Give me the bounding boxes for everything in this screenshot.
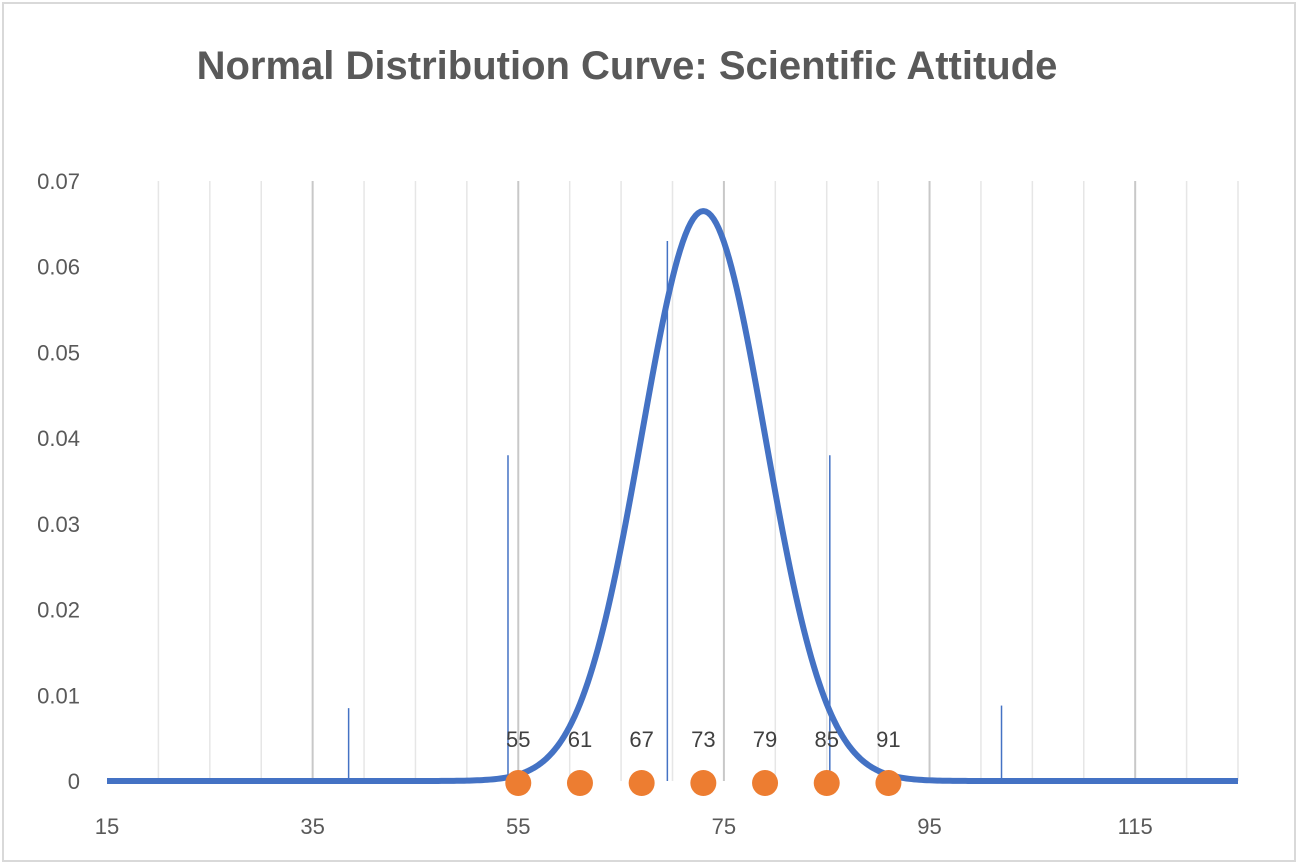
y-tick-label: 0 (68, 769, 80, 794)
x-tick-label: 75 (712, 814, 736, 839)
x-tick-label: 95 (917, 814, 941, 839)
y-tick-label: 0.02 (37, 598, 80, 623)
x-tick-label: 55 (506, 814, 530, 839)
x-tick-label: 15 (95, 814, 119, 839)
normal-curve-line (106, 208, 1239, 784)
data-point (752, 770, 779, 796)
data-point (875, 770, 902, 796)
data-label: 73 (691, 727, 715, 752)
gridlines (157, 181, 1239, 781)
normal-curve-series (106, 208, 1239, 784)
y-tick-label: 0.01 (37, 683, 80, 708)
data-point (566, 770, 593, 796)
x-tick-label: 35 (300, 814, 324, 839)
y-tick-label: 0.03 (37, 512, 80, 537)
y-tick-label: 0.04 (37, 426, 80, 451)
chart-title: Normal Distribution Curve: Scientific At… (196, 44, 1058, 88)
y-tick-label: 0.07 (37, 169, 80, 194)
data-point (628, 770, 655, 796)
data-label: 79 (753, 727, 777, 752)
data-label: 61 (568, 727, 592, 752)
x-tick-label: 115 (1118, 814, 1153, 839)
data-label: 85 (814, 727, 838, 752)
y-axis-tick-labels: 0 0.01 0.02 0.03 0.04 0.05 0.06 0.07 (37, 169, 80, 794)
data-label: 55 (506, 727, 530, 752)
data-points-series: 55 61 67 73 79 85 91 (505, 727, 902, 796)
y-tick-label: 0.06 (37, 255, 80, 280)
data-point (813, 770, 840, 796)
data-point (505, 770, 532, 796)
data-label: 67 (629, 727, 653, 752)
y-tick-label: 0.05 (37, 340, 80, 365)
x-axis-tick-labels: 15 35 55 75 95 115 (95, 814, 1153, 839)
data-point (690, 770, 717, 796)
reference-lines (347, 241, 1003, 781)
data-label: 91 (876, 727, 900, 752)
